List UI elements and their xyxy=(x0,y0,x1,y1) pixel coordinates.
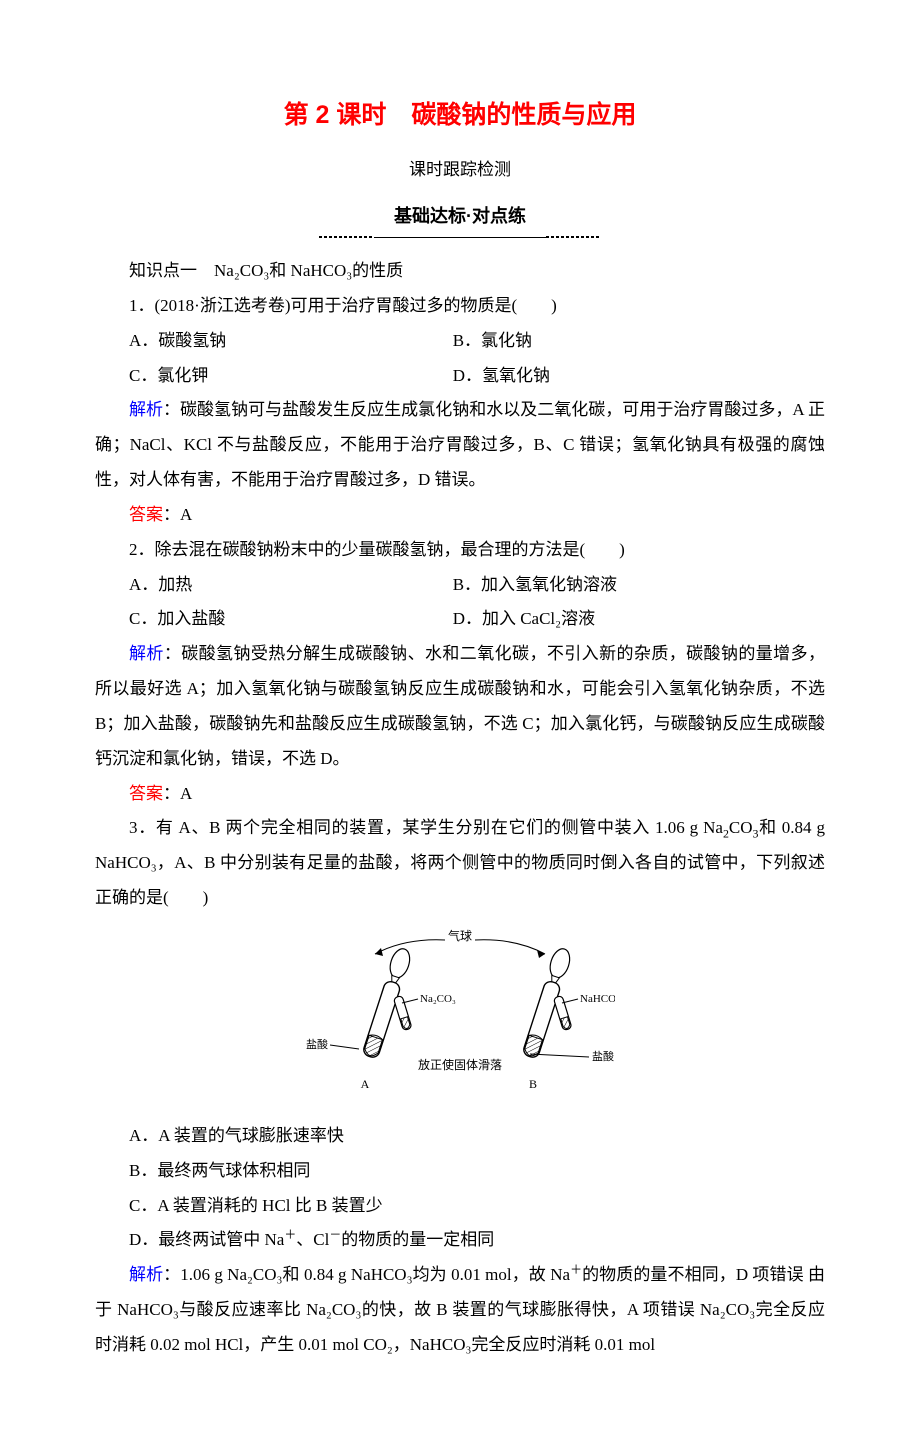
section-banner: 基础达标·对点练 xyxy=(95,196,825,238)
q1-choice-c: C．氯化钾 xyxy=(95,359,453,394)
q2-ans-label: 答案 xyxy=(129,784,163,803)
q3-stem: 3．有 A、B 两个完全相同的装置，某学生分别在它们的侧管中装入 1.06 g … xyxy=(95,811,825,916)
q2-row-cd: C．加入盐酸 D．加入 CaCl₂溶液 xyxy=(95,602,825,637)
q2-explanation: 解析：碳酸氢钠受热分解生成碳酸钠、水和二氧化碳，不引入新的杂质，碳酸钠的量增多，… xyxy=(95,637,825,776)
q3-choice-a: A．A 装置的气球膨胀速率快 xyxy=(95,1119,825,1154)
q1-explanation: 解析：碳酸氢钠可与盐酸发生反应生成氯化钠和水以及二氧化碳，可用于治疗胃酸过多，A… xyxy=(95,393,825,498)
q1-answer: 答案：A xyxy=(95,498,825,533)
q2-expl-body: ：碳酸氢钠受热分解生成碳酸钠、水和二氧化碳，不引入新的杂质，碳酸钠的量增多，所以… xyxy=(95,644,825,768)
kp1-heading: 知识点一 Na₂CO₃和 NaHCO₃的性质 xyxy=(95,254,825,289)
q2-choice-c: C．加入盐酸 xyxy=(95,602,453,637)
q3-expl-label: 解析 xyxy=(129,1265,163,1284)
q2-row-ab: A．加热 B．加入氢氧化钠溶液 xyxy=(95,568,825,603)
page-subtitle: 课时跟踪检测 xyxy=(95,153,825,188)
q3-choice-c: C．A 装置消耗的 HCl 比 B 装置少 xyxy=(95,1189,825,1224)
q3-d-part3: 的物质的量一定相同 xyxy=(341,1230,494,1249)
q2-stem: 2．除去混在碳酸钠粉末中的少量碳酸氢钠，最合理的方法是( ) xyxy=(95,533,825,568)
svg-text:盐酸: 盐酸 xyxy=(592,1049,614,1063)
q2-answer: 答案：A xyxy=(95,777,825,812)
svg-text:Na₂CO₃: Na₂CO₃ xyxy=(420,993,456,1005)
q2-choice-a: A．加热 xyxy=(95,568,453,603)
section-banner-text: 基础达标·对点练 xyxy=(374,196,546,238)
q1-row-ab: A．碳酸氢钠 B．氯化钠 xyxy=(95,324,825,359)
q1-row-cd: C．氯化钾 D．氢氧化钠 xyxy=(95,359,825,394)
q3-stem-part2: CO xyxy=(729,818,753,837)
q1-ans-body: ：A xyxy=(163,505,192,524)
q3-stem-part1: 3．有 A、B 两个完全相同的装置，某学生分别在它们的侧管中装入 1.06 g … xyxy=(129,818,723,837)
svg-text:A: A xyxy=(361,1077,370,1091)
q2-choice-d: D．加入 CaCl₂溶液 xyxy=(453,602,825,637)
q1-stem: 1．(2018·浙江选考卷)可用于治疗胃酸过多的物质是( ) xyxy=(95,289,825,324)
svg-text:气球: 气球 xyxy=(448,928,472,943)
q3-choice-d: D．最终两试管中 Na＋、Cl－的物质的量一定相同 xyxy=(95,1223,825,1258)
q1-choice-a: A．碳酸氢钠 xyxy=(95,324,453,359)
q1-expl-label: 解析 xyxy=(129,400,163,419)
svg-text:放正使固体滑落: 放正使固体滑落 xyxy=(418,1057,502,1072)
q3-expl-body1: ：1.06 g Na₂CO₃和 0.84 g NaHCO₃均为 0.01 mol… xyxy=(163,1265,570,1284)
svg-text:NaHCO₃: NaHCO₃ xyxy=(580,993,615,1005)
q2-expl-label: 解析 xyxy=(129,644,164,663)
q2-ans-body: ：A xyxy=(163,784,192,803)
q1-choice-d: D．氢氧化钠 xyxy=(453,359,825,394)
q3-d-part2: 、Cl xyxy=(296,1230,329,1249)
q3-explanation: 解析：1.06 g Na₂CO₃和 0.84 g NaHCO₃均为 0.01 m… xyxy=(95,1258,825,1363)
q1-choice-b: B．氯化钠 xyxy=(453,324,825,359)
q3-choice-b: B．最终两气球体积相同 xyxy=(95,1154,825,1189)
svg-text:B: B xyxy=(529,1077,537,1091)
q1-ans-label: 答案 xyxy=(129,505,163,524)
apparatus-diagram-icon: 气球 盐酸 Na₂CO₃ A 放正使固体滑落 N xyxy=(305,926,615,1096)
page-title: 第 2 课时 碳酸钠的性质与应用 xyxy=(95,90,825,141)
q3-d-part1: D．最终两试管中 Na xyxy=(129,1230,284,1249)
q1-expl-body: ：碳酸氢钠可与盐酸发生反应生成氯化钠和水以及二氧化碳，可用于治疗胃酸过多，A 正… xyxy=(95,400,825,489)
q3-figure: 气球 盐酸 Na₂CO₃ A 放正使固体滑落 N xyxy=(95,926,825,1109)
q2-choice-b: B．加入氢氧化钠溶液 xyxy=(453,568,825,603)
svg-text:盐酸: 盐酸 xyxy=(306,1037,328,1051)
